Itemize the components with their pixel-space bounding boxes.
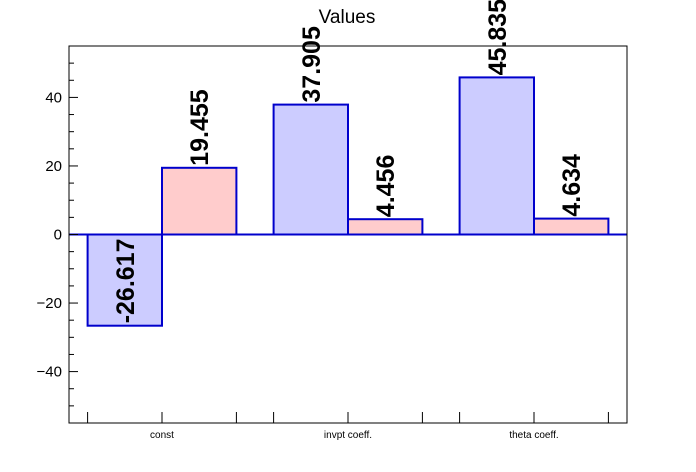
value-label: 4.456 [372, 155, 400, 218]
y-tick-label: 0 [54, 227, 62, 244]
category-label: invpt coeff. [324, 430, 372, 441]
bar-series1-3 [458, 76, 536, 236]
value-label: 45.835 [484, 0, 512, 75]
bar-series2-3 [533, 217, 610, 236]
bar-series2-2 [347, 218, 424, 236]
category-labels: const invpt coeff. theta coeff. [150, 430, 559, 441]
value-label: 19.455 [186, 89, 214, 166]
y-tick-label: −20 [37, 295, 62, 312]
bar-series2-1 [161, 166, 238, 236]
y-tick-label: 40 [45, 89, 62, 106]
value-label: -26.617 [112, 239, 140, 324]
value-label: 37.905 [298, 26, 326, 103]
value-label: 4.634 [558, 154, 586, 217]
value-labels: -26.617 37.905 45.835 19.455 4.456 4.634 [112, 0, 586, 323]
category-label: const [150, 430, 174, 441]
category-label: theta coeff. [509, 430, 558, 441]
chart-title: Values [319, 7, 376, 28]
bars-layer [86, 76, 610, 327]
y-axis: −40 −20 0 20 40 [37, 62, 78, 407]
x-axis [87, 412, 609, 423]
bar-series1-1 [86, 233, 163, 327]
y-tick-label: −40 [37, 364, 62, 381]
bar-series1-2 [272, 103, 350, 236]
y-tick-label: 20 [45, 158, 62, 175]
